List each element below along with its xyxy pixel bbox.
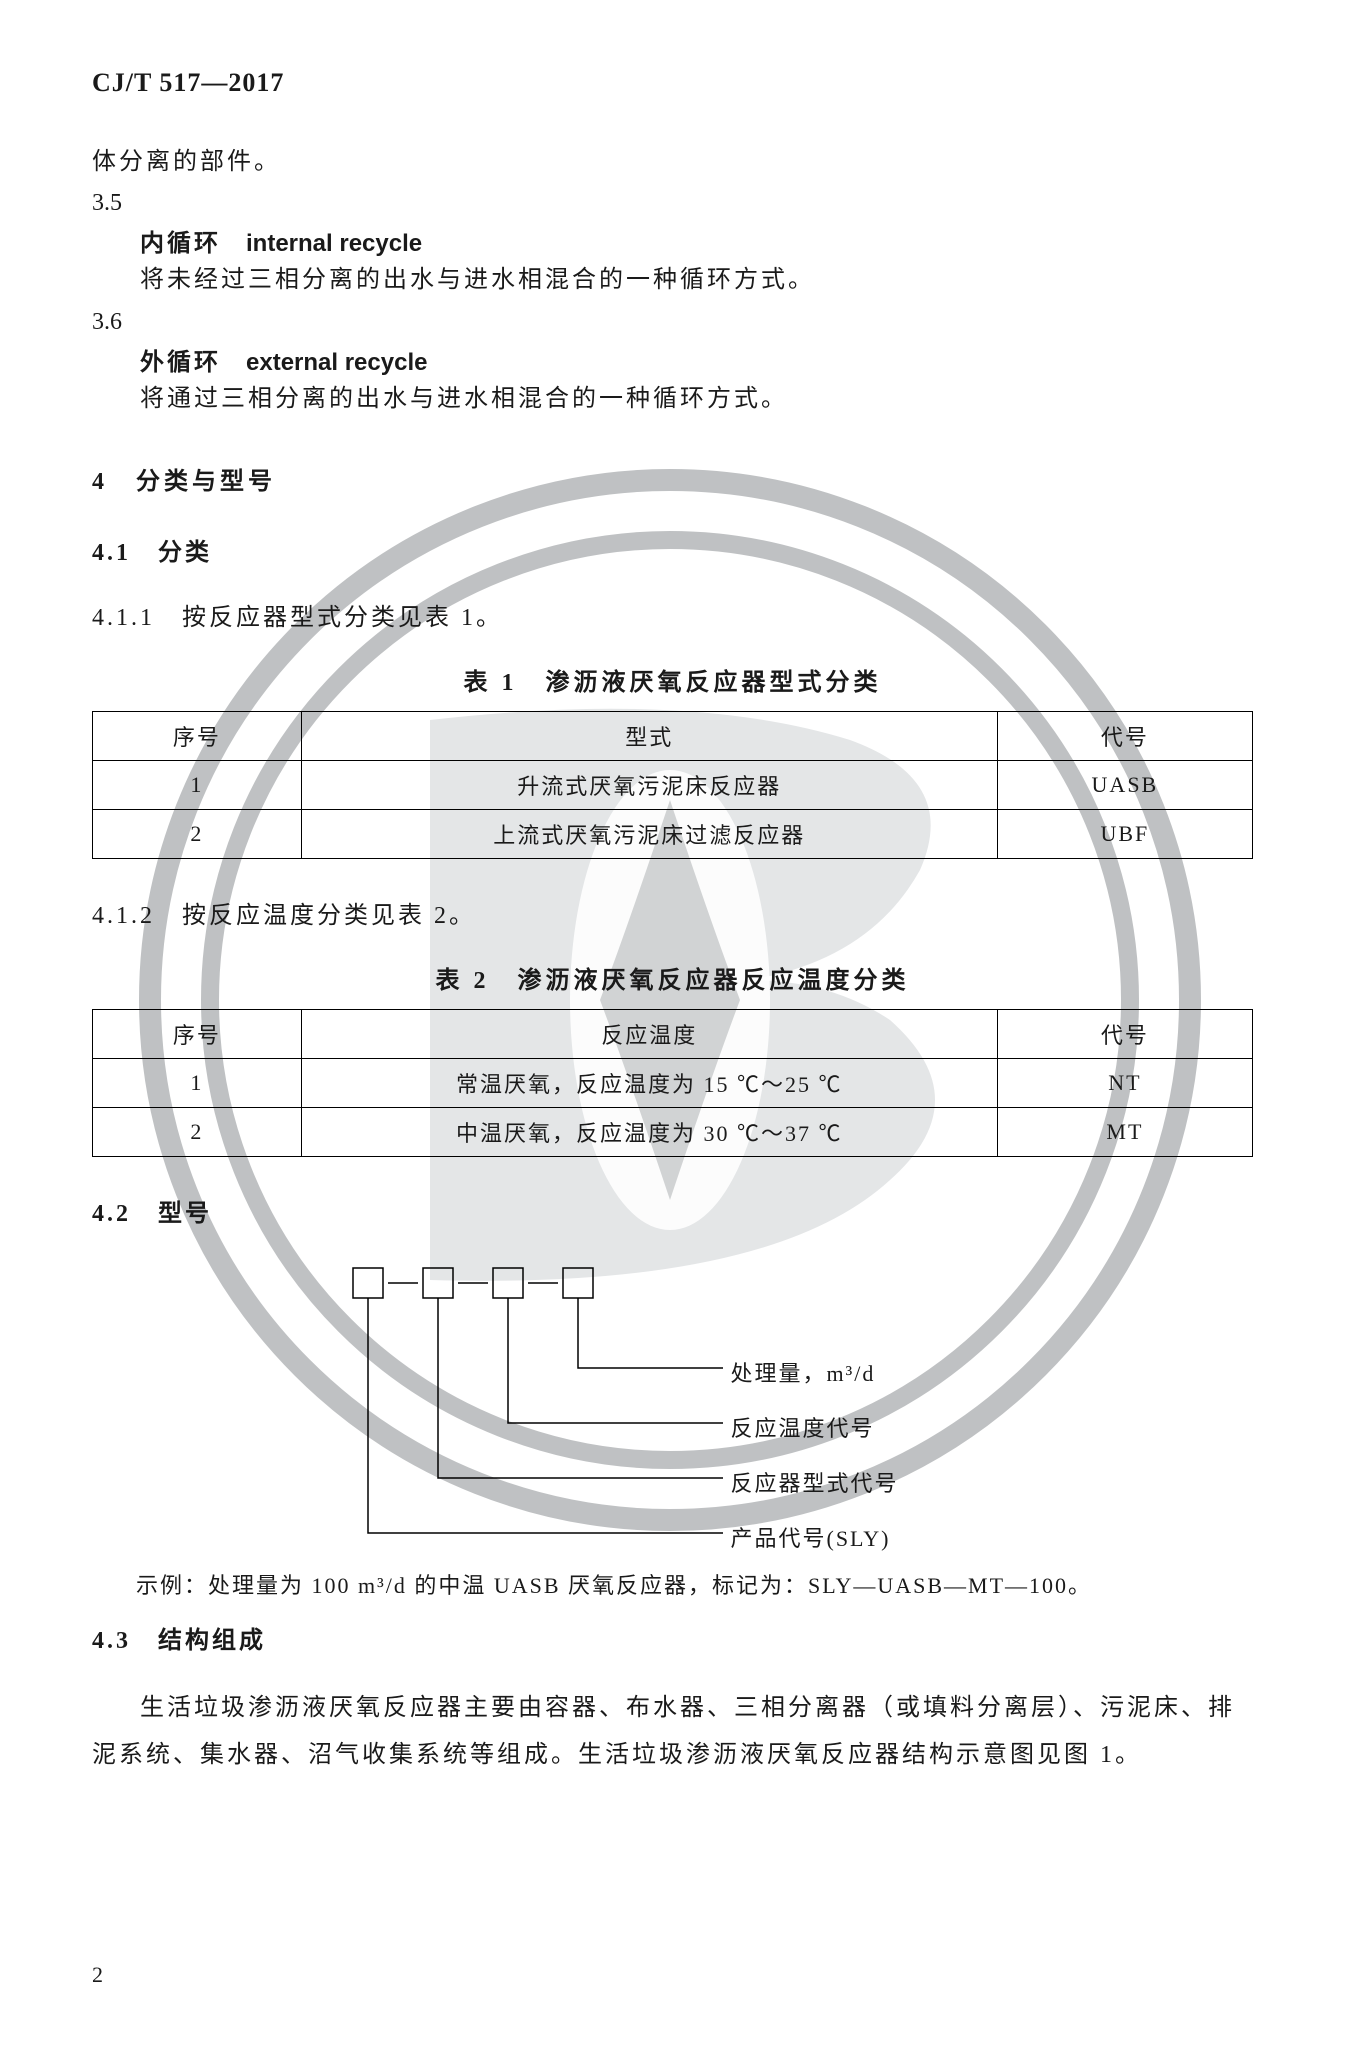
table-row: 2 中温厌氧，反应温度为 30 ℃～37 ℃ MT bbox=[93, 1108, 1253, 1157]
model-code-diagram: 处理量，m³/d 反应温度代号 反应器型式代号 产品代号(SLY) bbox=[293, 1258, 1053, 1558]
table-1: 序号 型式 代号 1 升流式厌氧污泥床反应器 UASB 2 上流式厌氧污泥床过滤… bbox=[92, 711, 1253, 859]
table-2-r0c0: 1 bbox=[93, 1059, 302, 1108]
table-1-r0c1: 升流式厌氧污泥床反应器 bbox=[301, 761, 997, 810]
term-3-6-en: external recycle bbox=[246, 349, 427, 376]
table-1-r0c0: 1 bbox=[93, 761, 302, 810]
table-1-r1c0: 2 bbox=[93, 810, 302, 859]
table-1-h1: 型式 bbox=[301, 712, 997, 761]
term-3-5-zh: 内循环 bbox=[140, 231, 221, 257]
term-3-5-def: 将未经过三相分离的出水与进水相混合的一种循环方式。 bbox=[92, 258, 1253, 302]
table-1-r1c1: 上流式厌氧污泥床过滤反应器 bbox=[301, 810, 997, 859]
term-3-5-num: 3.5 bbox=[92, 190, 1253, 217]
term-3-6-num: 3.6 bbox=[92, 309, 1253, 336]
table-1-h0: 序号 bbox=[93, 712, 302, 761]
section-4-2-heading: 4.2 型号 bbox=[92, 1193, 1253, 1228]
section-4-heading: 4 分类与型号 bbox=[92, 461, 1253, 496]
section-4-3-heading: 4.3 结构组成 bbox=[92, 1620, 1253, 1655]
clause-4-1-2: 4.1.2 按反应温度分类见表 2。 bbox=[92, 895, 1253, 930]
table-2-h2: 代号 bbox=[997, 1010, 1252, 1059]
table-2-r1c1: 中温厌氧，反应温度为 30 ℃～37 ℃ bbox=[301, 1108, 997, 1157]
standard-id: CJ/T 517—2017 bbox=[92, 68, 1253, 98]
table-1-h2: 代号 bbox=[997, 712, 1252, 761]
table-row: 2 上流式厌氧污泥床过滤反应器 UBF bbox=[93, 810, 1253, 859]
term-3-5-en: internal recycle bbox=[246, 230, 422, 257]
table-2: 序号 反应温度 代号 1 常温厌氧，反应温度为 15 ℃～25 ℃ NT 2 中… bbox=[92, 1009, 1253, 1157]
table-1-r0c2: UASB bbox=[997, 761, 1252, 810]
model-label-0: 处理量，m³/d bbox=[731, 1356, 876, 1388]
model-label-1: 反应温度代号 bbox=[731, 1411, 875, 1443]
table-2-r0c2: NT bbox=[997, 1059, 1252, 1108]
table-row: 序号 型式 代号 bbox=[93, 712, 1253, 761]
term-3-5-title: 内循环 internal recycle bbox=[92, 223, 1253, 258]
model-label-2: 反应器型式代号 bbox=[731, 1466, 899, 1498]
table-1-caption: 表 1 渗沥液厌氧反应器型式分类 bbox=[92, 662, 1253, 697]
structure-paragraph: 生活垃圾渗沥液厌氧反应器主要由容器、布水器、三相分离器（或填料分离层）、污泥床、… bbox=[92, 1685, 1253, 1779]
model-label-3: 产品代号(SLY) bbox=[731, 1521, 891, 1553]
table-2-h1: 反应温度 bbox=[301, 1010, 997, 1059]
model-example: 示例：处理量为 100 m³/d 的中温 UASB 厌氧反应器，标记为：SLY—… bbox=[92, 1568, 1253, 1600]
table-row: 1 升流式厌氧污泥床反应器 UASB bbox=[93, 761, 1253, 810]
table-2-caption: 表 2 渗沥液厌氧反应器反应温度分类 bbox=[92, 960, 1253, 995]
table-2-r1c0: 2 bbox=[93, 1108, 302, 1157]
table-row: 1 常温厌氧，反应温度为 15 ℃～25 ℃ NT bbox=[93, 1059, 1253, 1108]
clause-4-1-1: 4.1.1 按反应器型式分类见表 1。 bbox=[92, 597, 1253, 632]
table-2-r1c2: MT bbox=[997, 1108, 1252, 1157]
term-3-6-def: 将通过三相分离的出水与进水相混合的一种循环方式。 bbox=[92, 377, 1253, 421]
table-row: 序号 反应温度 代号 bbox=[93, 1010, 1253, 1059]
term-3-6-zh: 外循环 bbox=[140, 350, 221, 376]
term-3-6-title: 外循环 external recycle bbox=[92, 342, 1253, 377]
table-1-r1c2: UBF bbox=[997, 810, 1252, 859]
page-number: 2 bbox=[92, 1962, 103, 1988]
table-2-h0: 序号 bbox=[93, 1010, 302, 1059]
lead-fragment: 体分离的部件。 bbox=[92, 140, 1253, 184]
section-4-1-heading: 4.1 分类 bbox=[92, 532, 1253, 567]
table-2-r0c1: 常温厌氧，反应温度为 15 ℃～25 ℃ bbox=[301, 1059, 997, 1108]
